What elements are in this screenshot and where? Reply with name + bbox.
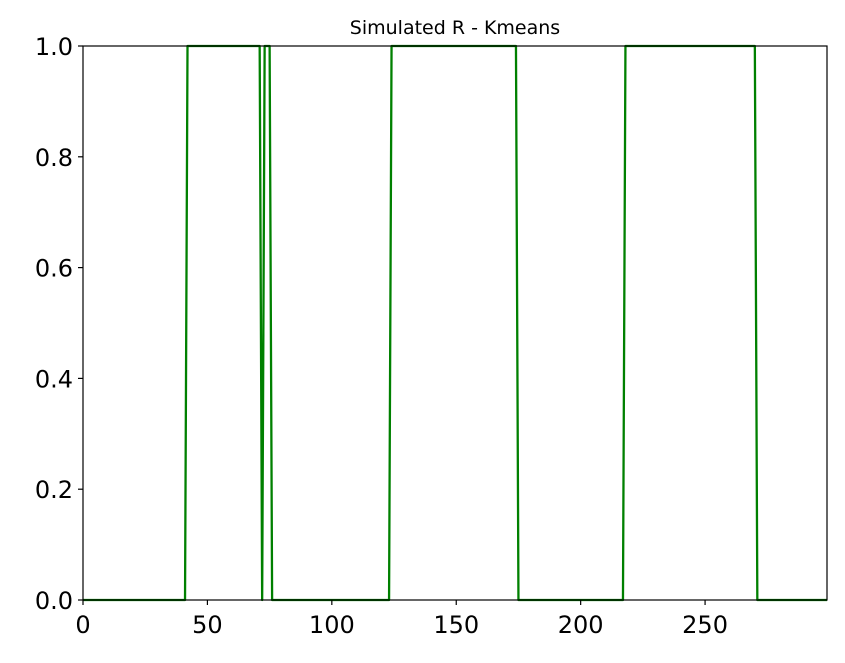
y-tick-label: 1.0 xyxy=(35,33,73,61)
x-tick-label: 50 xyxy=(192,611,223,639)
x-tick-label: 250 xyxy=(682,611,728,639)
x-axis: 0 50 100 150 200 250 xyxy=(75,600,728,639)
y-tick-label: 0.2 xyxy=(35,476,73,504)
y-tick-label: 0.8 xyxy=(35,144,73,172)
y-axis: 0.0 0.2 0.4 0.6 0.8 1.0 xyxy=(35,33,83,615)
y-tick-label: 0.0 xyxy=(35,587,73,615)
chart-title: Simulated R - Kmeans xyxy=(350,17,560,39)
y-tick-label: 0.4 xyxy=(35,365,73,393)
x-tick-label: 150 xyxy=(433,611,479,639)
x-tick-label: 0 xyxy=(75,611,90,639)
y-tick-label: 0.6 xyxy=(35,255,73,283)
x-tick-label: 200 xyxy=(558,611,604,639)
plot-background xyxy=(83,46,827,600)
x-tick-label: 100 xyxy=(309,611,355,639)
plot-frame xyxy=(82,45,828,601)
